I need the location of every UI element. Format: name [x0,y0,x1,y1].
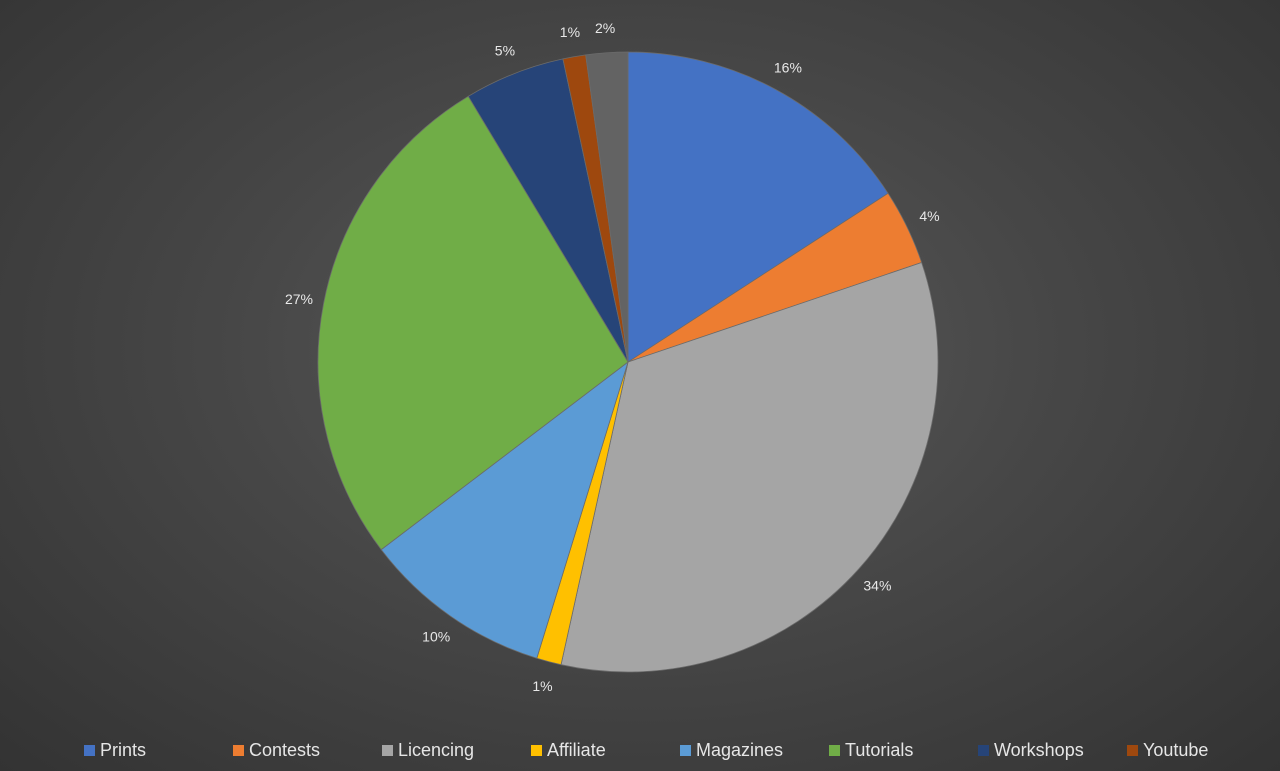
data-label-contests: 4% [919,208,939,224]
legend-label: Licencing [398,740,475,760]
pie-data-labels: 16% 4% 34% 1% 10% 27% 5% 1% 2% [285,20,940,694]
legend-item-workshops: Workshops [978,740,1084,761]
legend-item-affiliate: Affiliate [531,740,606,761]
legend-item-licencing: Licencing [382,740,474,761]
legend-swatch [680,745,691,756]
legend-label: Affiliate [547,740,606,760]
pie-slice-tutorials [317,95,629,551]
data-label-workshops: 5% [495,42,515,58]
legend-swatch [1127,745,1138,756]
pie-slice-licencing [560,262,939,673]
legend-item-magazines: Magazines [680,740,783,761]
data-label-other: 2% [595,20,615,36]
pie-slice-other [585,51,629,363]
legend-label: Workshops [994,740,1084,760]
pie-slices [317,51,939,673]
legend-label: Youtube [1143,740,1209,760]
pie-slice-prints [627,51,889,363]
data-label-affiliate: 1% [532,678,552,694]
data-label-youtube: 1% [560,24,580,40]
legend-swatch [978,745,989,756]
legend-swatch [233,745,244,756]
pie-slice-magazines [380,360,629,659]
legend-item-contests: Contests [233,740,320,761]
data-label-magazines: 10% [422,629,450,645]
legend-label: Prints [100,740,147,760]
legend-swatch [84,745,95,756]
data-label-licencing: 34% [863,578,891,594]
data-label-prints: 16% [774,60,802,76]
legend-item-youtube: Youtube [1127,740,1208,761]
legend-swatch [382,745,393,756]
legend-item-tutorials: Tutorials [829,740,913,761]
data-label-tutorials: 27% [285,291,313,307]
legend-item-prints: Prints [84,740,146,761]
legend-label: Magazines [696,740,784,760]
legend-swatch [829,745,840,756]
legend-label: Tutorials [845,740,914,760]
legend-swatch [531,745,542,756]
chart-legend: Prints Contests Licencing Affiliate Magazine… [0,740,1280,768]
legend-label: Contests [249,740,321,760]
